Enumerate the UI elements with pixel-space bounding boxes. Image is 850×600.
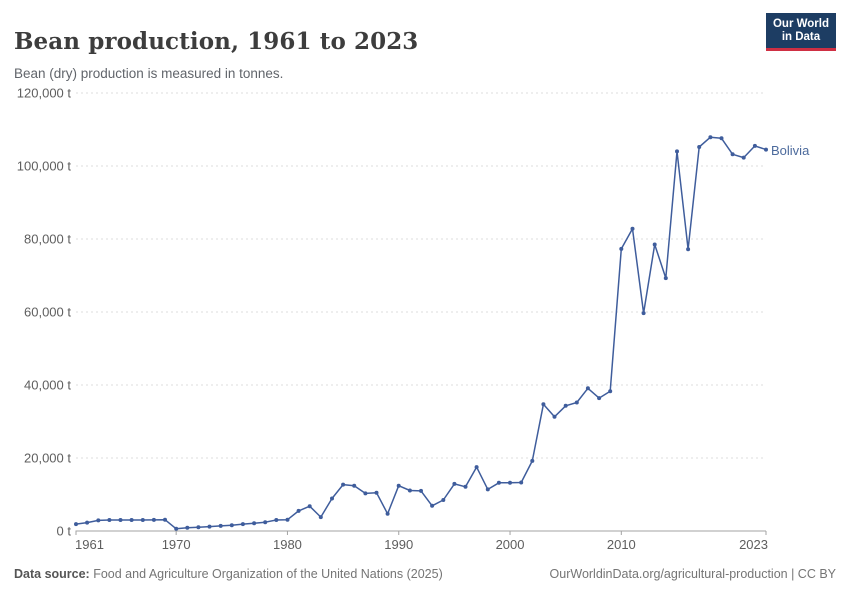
data-point[interactable] [396,483,401,488]
data-point[interactable] [541,402,546,407]
series-label-bolivia[interactable]: Bolivia [771,142,810,158]
data-point[interactable] [252,521,257,526]
y-axis-label: 120,000 t [17,86,72,101]
data-point[interactable] [385,511,390,516]
data-point[interactable] [563,403,568,408]
data-point[interactable] [374,490,379,495]
data-point[interactable] [619,246,624,251]
data-point[interactable] [185,525,190,530]
y-axis-label: 100,000 t [17,159,72,174]
data-point[interactable] [630,226,635,231]
data-point[interactable] [597,396,602,401]
data-point[interactable] [207,524,212,529]
page-title: Bean production, 1961 to 2023 [14,28,419,56]
x-axis-label: 1961 [75,537,104,552]
data-point[interactable] [307,504,312,509]
data-point[interactable] [574,400,579,405]
data-point[interactable] [530,458,535,463]
data-point[interactable] [118,518,123,522]
data-point[interactable] [263,520,268,525]
data-point[interactable] [663,276,668,281]
data-point[interactable] [430,503,435,508]
data-point[interactable] [229,523,234,528]
data-point[interactable] [341,482,346,487]
data-point[interactable] [686,247,691,252]
data-point[interactable] [697,145,702,149]
y-axis-label: 60,000 t [24,305,71,320]
data-point[interactable] [419,488,423,493]
data-point[interactable] [730,152,735,157]
data-point[interactable] [407,488,412,493]
data-point[interactable] [641,311,646,316]
data-point[interactable] [274,518,279,522]
data-point[interactable] [496,480,501,485]
y-axis-label: 40,000 t [24,378,71,393]
data-source-text: Food and Agriculture Organization of the… [93,567,443,581]
data-point[interactable] [140,518,145,522]
data-point[interactable] [441,498,446,502]
data-point[interactable] [585,386,590,391]
data-point[interactable] [318,515,323,520]
x-axis-label: 1970 [162,537,191,552]
data-point[interactable] [196,525,201,530]
data-point[interactable] [752,143,757,148]
citation-link[interactable]: OurWorldinData.org/agricultural-producti… [549,567,836,581]
data-point[interactable] [519,480,524,485]
x-axis-label: 2023 [739,537,768,552]
data-point[interactable] [719,136,724,141]
data-point[interactable] [608,389,613,394]
data-source: Data source: Food and Agriculture Organi… [14,567,443,581]
data-point[interactable] [240,522,245,527]
x-axis-label: 2010 [607,537,636,552]
y-axis-label: 80,000 t [24,232,71,247]
data-point[interactable] [74,522,78,527]
data-point[interactable] [96,518,101,523]
chart-footer: Data source: Food and Agriculture Organi… [14,567,836,581]
data-line-bolivia[interactable] [75,136,767,530]
y-axis-label: 0 t [57,524,72,539]
x-axis-label: 2000 [496,537,525,552]
data-point[interactable] [552,414,557,419]
data-point[interactable] [764,147,768,152]
data-point[interactable] [508,480,512,485]
data-point[interactable] [129,518,134,522]
y-axis-label: 20,000 t [24,451,71,466]
data-point[interactable] [285,517,290,522]
data-point[interactable] [675,149,679,154]
data-point[interactable] [107,518,112,522]
owid-logo[interactable]: Our World in Data [765,13,836,51]
data-point[interactable] [452,481,457,486]
owid-logo-line1: Our World [772,18,829,30]
data-point[interactable] [652,242,657,247]
data-point[interactable] [85,520,90,525]
data-point[interactable] [485,487,490,492]
data-point[interactable] [708,135,713,140]
x-axis-label: 1980 [273,537,302,552]
data-point[interactable] [741,155,746,160]
chart-subtitle: Bean (dry) production is measured in ton… [14,65,284,81]
data-point[interactable] [352,483,357,488]
x-axis-label: 1990 [384,537,413,552]
data-point[interactable] [174,526,179,531]
data-point[interactable] [151,517,156,522]
data-point[interactable] [296,508,301,513]
data-point[interactable] [363,491,368,496]
data-point[interactable] [163,517,167,522]
data-point[interactable] [330,496,334,501]
data-point[interactable] [474,465,479,470]
data-point[interactable] [218,523,223,528]
data-point[interactable] [463,484,468,489]
data-source-label: Data source: [14,567,90,581]
owid-logo-line2: in Data [781,31,821,43]
